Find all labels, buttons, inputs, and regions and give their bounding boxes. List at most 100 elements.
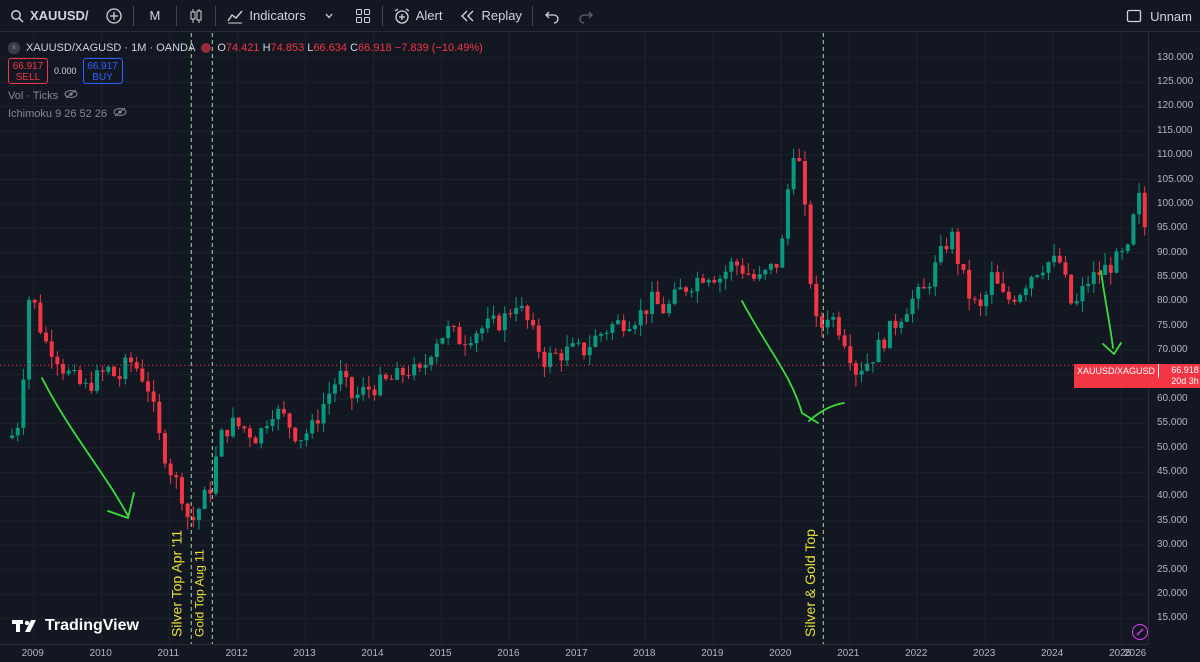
buy-button[interactable]: 66.917 BUY xyxy=(82,58,123,84)
candle-body xyxy=(140,368,145,382)
toolbar-divider xyxy=(176,5,178,26)
time-tick-label: 2026 xyxy=(1124,648,1147,659)
candle-body xyxy=(378,374,383,396)
candle-body xyxy=(412,364,417,376)
time-tick-label: 2020 xyxy=(769,648,792,659)
eye-off-icon[interactable] xyxy=(113,107,127,120)
candle-body xyxy=(791,158,796,190)
candle-body xyxy=(780,238,785,268)
tradingview-logo-icon xyxy=(12,620,36,632)
candle-body xyxy=(338,370,343,385)
candle-body xyxy=(1103,264,1108,276)
candle-body xyxy=(208,489,213,494)
compare-symbol-button[interactable] xyxy=(97,0,131,32)
indicator-ichimoku[interactable]: Ichimoku 9 26 52 26 xyxy=(8,107,483,120)
candle-body xyxy=(112,366,117,377)
replay-button[interactable]: Replay xyxy=(450,0,529,32)
candle-body xyxy=(1120,251,1125,253)
candle-body xyxy=(972,298,977,300)
time-tick-label: 2023 xyxy=(973,648,996,659)
time-tick-label: 2011 xyxy=(157,648,180,659)
candle-body xyxy=(672,289,677,304)
time-tick-label: 2015 xyxy=(429,648,452,659)
candle-body xyxy=(757,274,762,279)
time-axis[interactable]: 2009 2010 2011 2012 2013 2014 2015 2016 2017 2018… xyxy=(0,644,1148,662)
candle-body xyxy=(536,325,541,352)
undo-button[interactable] xyxy=(535,0,569,32)
candle-body xyxy=(1057,255,1062,263)
candle-body xyxy=(1023,288,1028,296)
candle-body xyxy=(808,204,813,284)
symbol-search-button[interactable]: XAUUSD/ xyxy=(0,0,97,32)
chart-pane[interactable]: Silver Top Apr '11 Gold Top Aug 11 Silver … xyxy=(0,33,1148,644)
eye-off-icon[interactable] xyxy=(64,89,78,102)
redo-button[interactable] xyxy=(569,0,603,32)
candle-body xyxy=(151,391,156,402)
legend-title[interactable]: XAUUSD/XAGUSD · 1M · OANDA xyxy=(26,42,196,54)
candle-body xyxy=(293,427,298,442)
legend-change: −7.839 (−10.49%) xyxy=(394,42,483,54)
candle-body xyxy=(259,428,264,444)
candle-body xyxy=(955,231,960,265)
candle-body xyxy=(548,352,553,367)
candle-body xyxy=(10,435,15,438)
candle-body xyxy=(276,408,281,420)
candle-body xyxy=(457,326,462,345)
candle-body xyxy=(1069,274,1074,304)
candle-body xyxy=(1046,262,1051,273)
magic-wand-icon[interactable] xyxy=(1132,624,1148,640)
candle-body xyxy=(904,314,909,322)
candle-body xyxy=(168,463,173,476)
time-tick-label: 2024 xyxy=(1041,648,1064,659)
candle-body xyxy=(684,287,689,292)
indicators-button[interactable]: Indicators xyxy=(218,0,345,32)
interval-button[interactable]: M xyxy=(149,8,161,23)
price-tick-label: 85.000 xyxy=(1157,271,1188,283)
symbol-logo-icon: x xyxy=(8,42,20,54)
candle-body xyxy=(848,346,853,364)
price-axis[interactable]: 130.000 125.000 120.000 115.000 110.000 105.0… xyxy=(1148,33,1200,644)
price-tag-value: 66.918 xyxy=(1171,365,1199,375)
buy-label: BUY xyxy=(92,72,113,83)
candle-body xyxy=(1086,283,1091,287)
candle-body xyxy=(349,377,354,399)
chart-type-button[interactable] xyxy=(179,0,213,32)
alert-button[interactable]: Alert xyxy=(385,0,451,32)
candle-body xyxy=(655,291,660,305)
indicator-volume[interactable]: Vol · Ticks xyxy=(8,89,483,102)
candle-body xyxy=(1108,264,1113,273)
candle-body xyxy=(502,313,507,331)
candle-body xyxy=(304,433,309,441)
legend-open: 74.421 xyxy=(225,42,260,54)
sell-button[interactable]: 66.917 SELL xyxy=(8,58,48,84)
candle-body xyxy=(768,263,773,270)
candle-body xyxy=(706,279,711,283)
time-tick-label: 2010 xyxy=(89,648,112,659)
layout-name: Unnam xyxy=(1150,8,1192,24)
candle-body xyxy=(15,427,20,436)
candle-body xyxy=(751,274,756,279)
layout-menu-button[interactable]: Unnam xyxy=(1117,0,1200,32)
candle-body xyxy=(644,310,649,315)
sell-label: SELL xyxy=(15,72,41,83)
price-chart: Silver Top Apr '11 Gold Top Aug 11 Silver … xyxy=(0,33,1148,644)
candle-body xyxy=(315,420,320,424)
candle-body xyxy=(497,315,502,331)
search-icon xyxy=(8,7,26,25)
tradingview-logo[interactable]: TradingView xyxy=(12,617,139,635)
candle-body xyxy=(485,318,490,329)
legend-close: 66.918 xyxy=(358,42,392,54)
templates-button[interactable] xyxy=(346,0,380,32)
candle-body xyxy=(332,384,337,394)
candle-body xyxy=(627,328,632,332)
price-tick-label: 75.000 xyxy=(1157,319,1188,331)
legend-low: 66.634 xyxy=(313,42,348,54)
price-tick-label: 130.000 xyxy=(1157,51,1194,63)
candle-body xyxy=(695,278,700,292)
price-tick-label: 40.000 xyxy=(1157,490,1188,502)
hand-drawn-arrow xyxy=(741,300,845,424)
grid-icon xyxy=(354,7,372,25)
plus-circle-icon xyxy=(105,7,123,25)
candle-body xyxy=(570,343,575,347)
candle-body xyxy=(202,489,207,509)
